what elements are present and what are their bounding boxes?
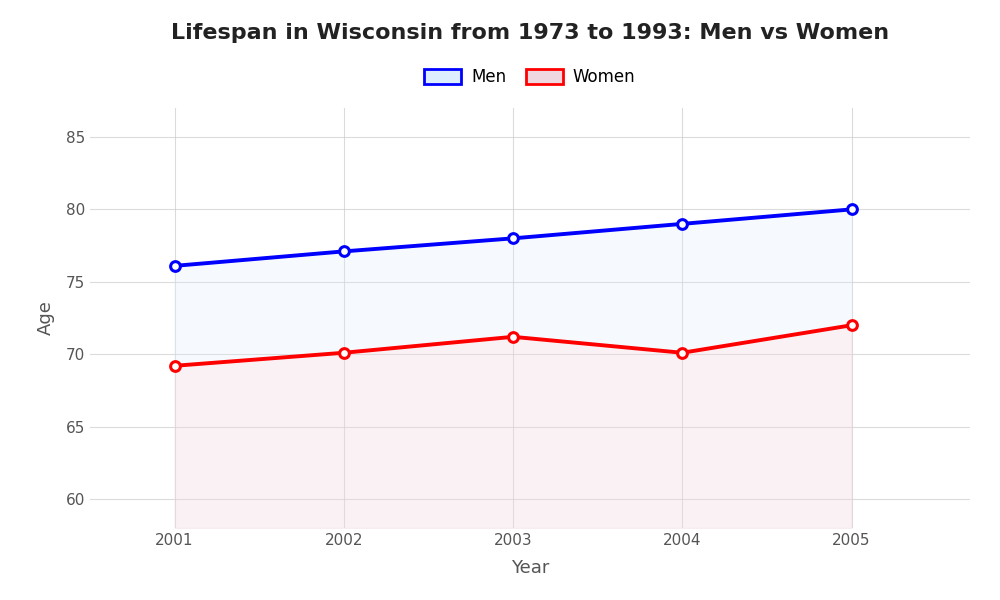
Y-axis label: Age: Age xyxy=(37,301,55,335)
Legend: Men, Women: Men, Women xyxy=(418,62,642,93)
X-axis label: Year: Year xyxy=(511,559,549,577)
Title: Lifespan in Wisconsin from 1973 to 1993: Men vs Women: Lifespan in Wisconsin from 1973 to 1993:… xyxy=(171,23,889,43)
